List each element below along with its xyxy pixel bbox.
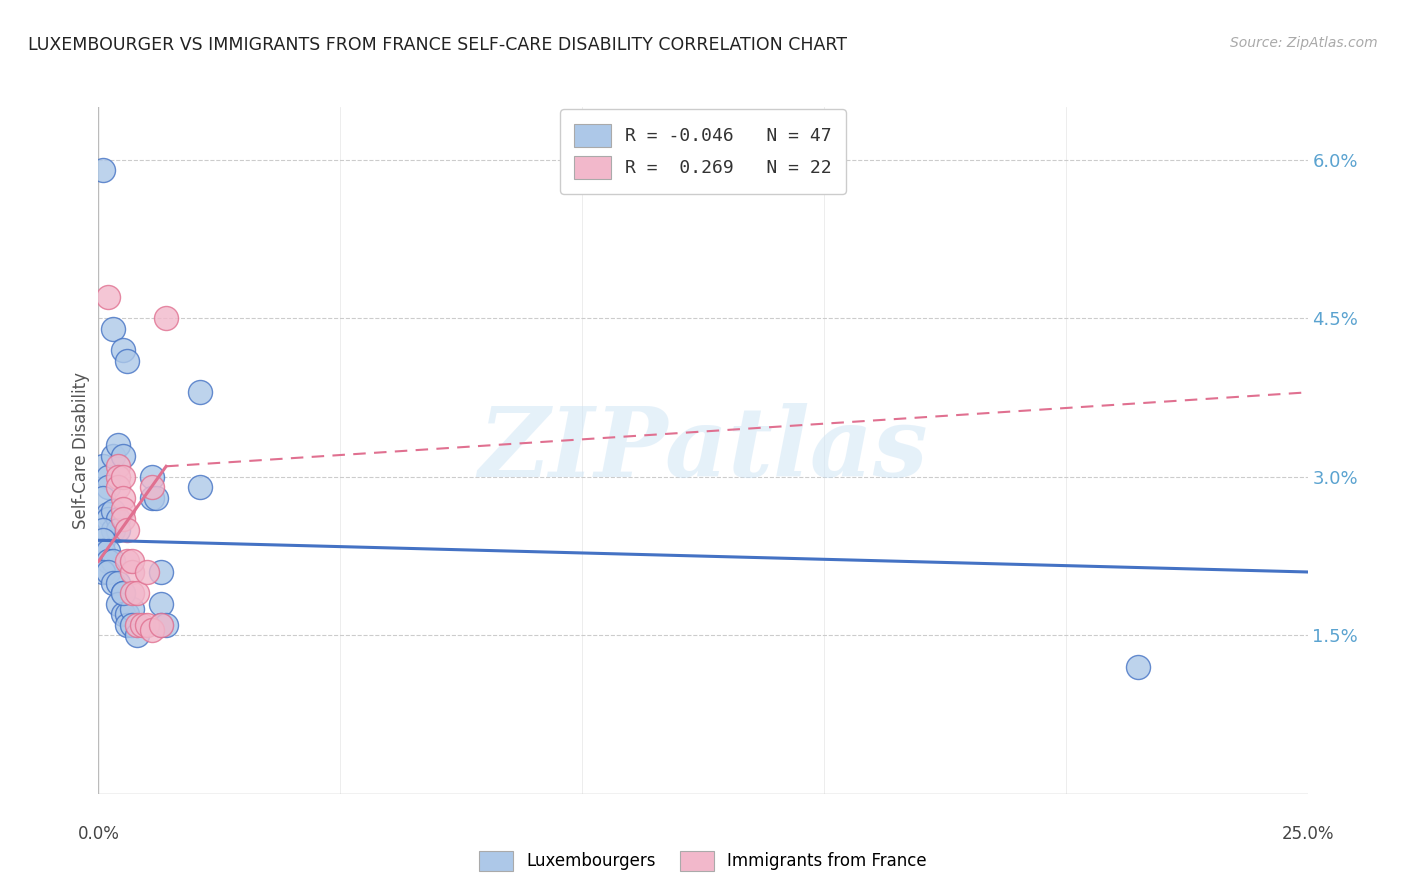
- Point: [111, 491, 134, 505]
- Point: [101, 322, 124, 336]
- Point: [131, 617, 153, 632]
- Point: [117, 353, 139, 368]
- Point: [111, 607, 134, 622]
- Point: [91, 565, 114, 579]
- Point: [107, 470, 129, 484]
- Point: [150, 565, 173, 579]
- Point: [97, 290, 120, 304]
- Point: [121, 617, 143, 632]
- Point: [111, 586, 134, 600]
- Point: [141, 491, 163, 505]
- Point: [117, 523, 139, 537]
- Point: [127, 628, 149, 642]
- Text: ZIPatlas: ZIPatlas: [478, 403, 928, 498]
- Point: [91, 491, 114, 505]
- Text: Source: ZipAtlas.com: Source: ZipAtlas.com: [1230, 36, 1378, 50]
- Point: [107, 438, 129, 452]
- Point: [97, 512, 120, 526]
- Point: [111, 449, 134, 463]
- Point: [101, 449, 124, 463]
- Point: [111, 586, 134, 600]
- Point: [117, 607, 139, 622]
- Point: [121, 565, 143, 579]
- Point: [141, 480, 163, 494]
- Point: [117, 554, 139, 568]
- Point: [91, 544, 114, 558]
- Point: [111, 512, 134, 526]
- Point: [127, 586, 149, 600]
- Point: [188, 385, 211, 400]
- Point: [155, 617, 177, 632]
- Point: [101, 575, 124, 590]
- Point: [111, 470, 134, 484]
- Point: [135, 565, 157, 579]
- Legend: R = -0.046   N = 47, R =  0.269   N = 22: R = -0.046 N = 47, R = 0.269 N = 22: [560, 109, 846, 194]
- Point: [97, 507, 120, 521]
- Point: [141, 470, 163, 484]
- Point: [155, 311, 177, 326]
- Y-axis label: Self-Care Disability: Self-Care Disability: [72, 372, 90, 529]
- Point: [91, 163, 114, 178]
- Point: [111, 343, 134, 357]
- Point: [107, 459, 129, 474]
- Point: [97, 565, 120, 579]
- Point: [91, 459, 114, 474]
- Point: [101, 554, 124, 568]
- Point: [150, 617, 173, 632]
- Point: [91, 523, 114, 537]
- Point: [145, 491, 167, 505]
- Point: [107, 523, 129, 537]
- Text: 0.0%: 0.0%: [77, 825, 120, 843]
- Point: [101, 504, 124, 518]
- Point: [121, 602, 143, 616]
- Point: [135, 617, 157, 632]
- Point: [91, 533, 114, 548]
- Point: [121, 554, 143, 568]
- Point: [97, 544, 120, 558]
- Point: [111, 501, 134, 516]
- Text: 25.0%: 25.0%: [1281, 825, 1334, 843]
- Point: [121, 586, 143, 600]
- Point: [107, 480, 129, 494]
- Point: [97, 470, 120, 484]
- Point: [150, 617, 173, 632]
- Point: [107, 512, 129, 526]
- Point: [101, 523, 124, 537]
- Point: [1128, 660, 1150, 674]
- Point: [97, 554, 120, 568]
- Point: [117, 617, 139, 632]
- Point: [107, 575, 129, 590]
- Text: LUXEMBOURGER VS IMMIGRANTS FROM FRANCE SELF-CARE DISABILITY CORRELATION CHART: LUXEMBOURGER VS IMMIGRANTS FROM FRANCE S…: [28, 36, 848, 54]
- Point: [127, 617, 149, 632]
- Point: [107, 597, 129, 611]
- Point: [150, 597, 173, 611]
- Legend: Luxembourgers, Immigrants from France: Luxembourgers, Immigrants from France: [471, 842, 935, 880]
- Point: [127, 617, 149, 632]
- Point: [97, 480, 120, 494]
- Point: [141, 623, 163, 637]
- Point: [188, 480, 211, 494]
